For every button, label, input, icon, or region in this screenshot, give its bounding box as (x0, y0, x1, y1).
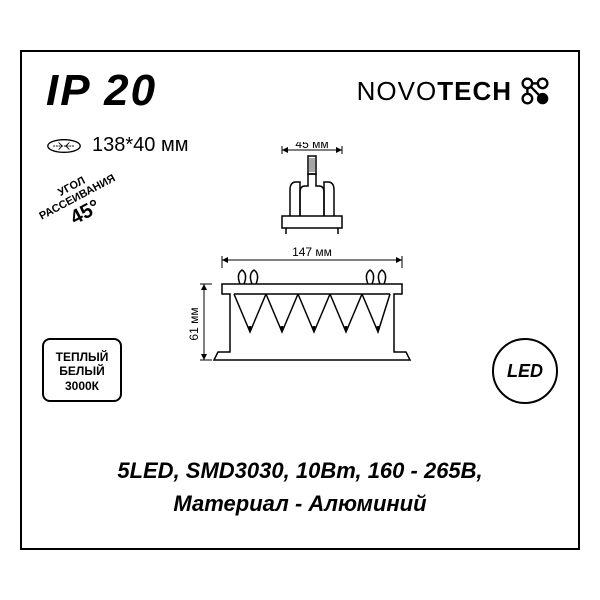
brand-logo-block: NOVOTECH (357, 72, 554, 110)
spec-card: IP 20 NOVOTECH 138*40 мм УГОЛ РАССЕИВАНИ… (20, 50, 580, 550)
dim-61: 61 мм (187, 307, 201, 340)
brand-name: NOVOTECH (357, 76, 512, 107)
specs-text: 5LED, SMD3030, 10Вт, 160 - 265В, Материа… (22, 454, 578, 520)
ip-rating: IP 20 (46, 66, 157, 116)
clip-drawing: 45 мм (282, 142, 342, 234)
brand-icon (516, 72, 554, 110)
beam-angle-badge: УГОЛ РАССЕИВАНИЯ 45° (29, 160, 137, 255)
warm-line1: ТЕПЛЫЙ (44, 350, 120, 364)
dim-147: 147 мм (292, 245, 332, 259)
color-temp-badge: ТЕПЛЫЙ БЕЛЫЙ 3000К (42, 338, 122, 402)
warm-line3: 3000К (44, 379, 120, 393)
dim-45: 45 мм (295, 142, 328, 151)
led-badge: LED (492, 338, 558, 404)
brand-prefix: NOVO (357, 76, 438, 106)
brand-suffix: TECH (437, 76, 512, 106)
specs-line2: Материал - Алюминий (22, 487, 578, 520)
fixture-drawing (214, 270, 410, 360)
technical-diagram: 45 мм 147 мм 61 мм (162, 142, 462, 402)
specs-line1: 5LED, SMD3030, 10Вт, 160 - 265В, (22, 454, 578, 487)
warm-line2: БЕЛЫЙ (44, 364, 120, 378)
led-text: LED (507, 361, 543, 382)
cutout-icon (46, 137, 82, 155)
